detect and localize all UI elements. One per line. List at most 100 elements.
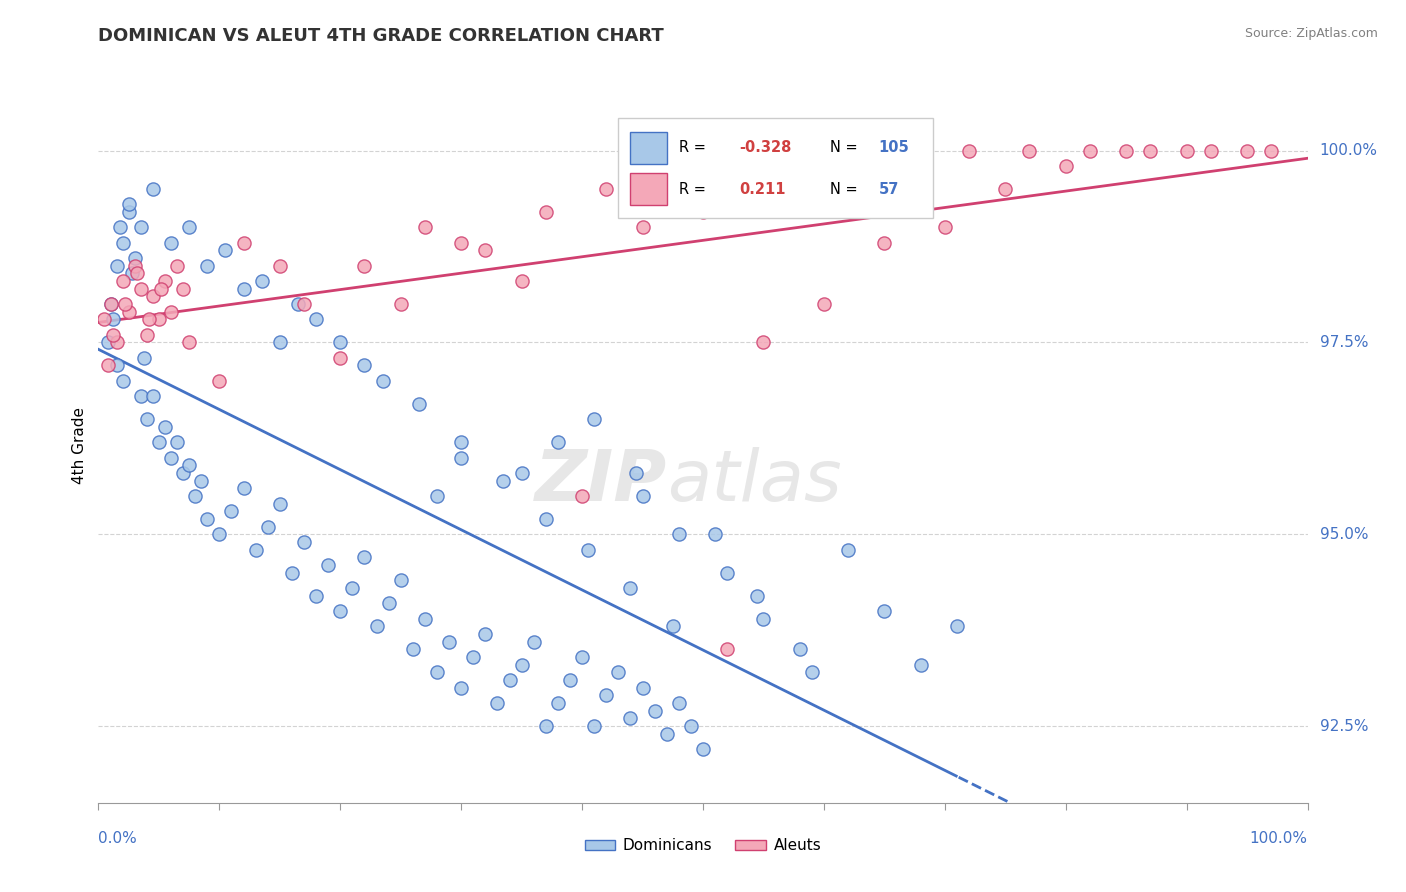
Point (160, 450, 183, 465)
Point (153, 274, 176, 288)
Point (1199, 144, 1222, 158)
Point (679, 719, 702, 733)
Point (486, 696, 509, 710)
Point (595, 689, 617, 703)
Point (934, 220, 956, 235)
Point (250, 274, 273, 288)
Point (127, 266, 149, 280)
Point (510, 466, 533, 480)
Point (129, 389, 152, 403)
Point (1139, 144, 1161, 158)
Point (150, 282, 173, 296)
Text: ZIP: ZIP (534, 447, 666, 516)
Point (138, 312, 160, 326)
Point (873, 604, 896, 618)
Point (124, 259, 146, 273)
Point (957, 144, 980, 158)
Text: DOMINICAN VS ALEUT 4TH GRADE CORRELATION CHART: DOMINICAN VS ALEUT 4TH GRADE CORRELATION… (98, 27, 664, 45)
Point (619, 581, 641, 595)
Point (160, 235, 183, 250)
Point (256, 519, 278, 533)
Point (534, 205, 557, 219)
Point (389, 574, 412, 588)
Point (571, 489, 593, 503)
Point (413, 220, 436, 235)
Point (402, 642, 425, 657)
FancyBboxPatch shape (619, 118, 932, 218)
Point (716, 642, 738, 657)
Point (474, 627, 496, 641)
Point (148, 435, 170, 450)
Point (534, 719, 557, 733)
Point (607, 665, 630, 680)
Point (179, 458, 201, 473)
Point (166, 259, 188, 273)
Point (353, 359, 375, 373)
Point (100, 297, 122, 311)
Point (1260, 144, 1282, 158)
Point (426, 489, 449, 503)
Point (547, 696, 569, 710)
Point (752, 612, 775, 626)
Text: 0.211: 0.211 (740, 182, 786, 196)
Point (142, 182, 165, 196)
Point (450, 435, 472, 450)
Text: Source: ZipAtlas.com: Source: ZipAtlas.com (1244, 27, 1378, 40)
Text: 0.0%: 0.0% (98, 831, 138, 847)
Point (353, 259, 375, 273)
Point (353, 550, 375, 565)
Text: N =: N = (830, 182, 862, 196)
Point (910, 657, 932, 672)
Point (287, 297, 309, 311)
Text: R =: R = (679, 182, 710, 196)
Point (1175, 144, 1198, 158)
Point (474, 244, 496, 258)
Point (631, 220, 654, 235)
Point (492, 474, 515, 488)
Point (800, 665, 823, 680)
Point (153, 419, 176, 434)
Point (595, 182, 617, 196)
Point (576, 542, 599, 557)
Point (111, 374, 134, 388)
Point (195, 512, 218, 526)
Point (668, 527, 690, 541)
Point (111, 274, 134, 288)
Point (1054, 159, 1077, 173)
Point (195, 259, 218, 273)
Point (837, 174, 859, 188)
Point (547, 435, 569, 450)
Point (631, 489, 654, 503)
Point (245, 542, 267, 557)
Point (142, 389, 165, 403)
Point (437, 634, 460, 648)
Point (837, 542, 859, 557)
Point (172, 466, 194, 480)
Point (232, 481, 254, 495)
Point (1236, 144, 1258, 158)
Point (583, 412, 606, 426)
Point (101, 312, 124, 326)
Point (135, 327, 157, 342)
Text: 95.0%: 95.0% (1320, 527, 1368, 541)
Point (129, 220, 152, 235)
Point (408, 397, 430, 411)
Point (571, 650, 593, 665)
Point (450, 235, 472, 250)
Point (450, 681, 472, 695)
Point (631, 681, 654, 695)
Point (118, 197, 141, 211)
Point (644, 704, 666, 718)
Point (118, 304, 141, 318)
Point (510, 274, 533, 288)
Point (148, 312, 170, 326)
Point (281, 566, 304, 580)
Text: atlas: atlas (666, 447, 841, 516)
Point (498, 673, 520, 687)
Point (661, 619, 683, 633)
Text: -0.328: -0.328 (740, 140, 792, 155)
Point (269, 497, 291, 511)
Point (232, 282, 254, 296)
Point (668, 696, 690, 710)
Text: 100.0%: 100.0% (1320, 143, 1378, 158)
